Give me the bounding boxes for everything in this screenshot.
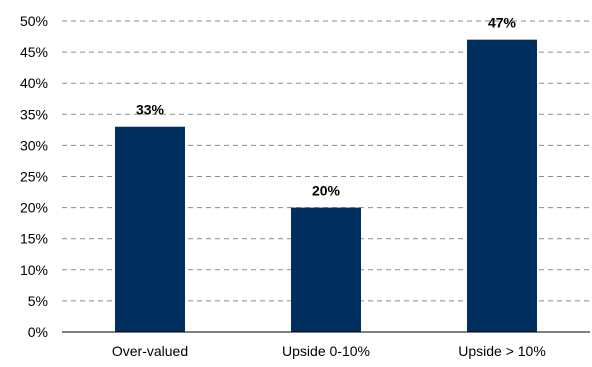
data-label-2: 47% bbox=[488, 15, 517, 31]
y-tick-label-50: 50% bbox=[20, 13, 48, 29]
y-tick-label-30: 30% bbox=[20, 137, 48, 153]
bar-0 bbox=[115, 126, 185, 333]
y-tick-label-5: 5% bbox=[28, 293, 48, 309]
y-tick-label-10: 10% bbox=[20, 262, 48, 278]
x-tick-label-0: Over-valued bbox=[112, 343, 188, 359]
y-tick-label-0: 0% bbox=[28, 324, 48, 340]
x-tick-label-2: Upside > 10% bbox=[458, 343, 546, 359]
x-tick-label-1: Upside 0-10% bbox=[282, 343, 370, 359]
y-tick-label-35: 35% bbox=[20, 106, 48, 122]
data-labels: 33% 20% 47% bbox=[136, 15, 517, 199]
y-tick-label-40: 40% bbox=[20, 75, 48, 91]
data-label-0: 33% bbox=[136, 102, 165, 118]
data-label-1: 20% bbox=[312, 183, 341, 199]
bar-2 bbox=[467, 39, 537, 332]
y-tick-label-15: 15% bbox=[20, 231, 48, 247]
x-axis-tick-labels: Over-valued Upside 0-10% Upside > 10% bbox=[112, 343, 546, 359]
bar-1 bbox=[291, 207, 361, 332]
bars bbox=[115, 39, 537, 333]
y-tick-label-25: 25% bbox=[20, 169, 48, 185]
y-axis-tick-labels: 0% 5% 10% 15% 20% 25% 30% 35% 40% 45% 50% bbox=[20, 13, 48, 340]
y-tick-label-20: 20% bbox=[20, 200, 48, 216]
y-tick-label-45: 45% bbox=[20, 44, 48, 60]
